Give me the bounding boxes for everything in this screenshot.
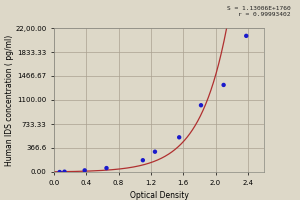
Point	[57, 170, 62, 174]
Text: S = 1.13006E+1760
r = 0.99993402: S = 1.13006E+1760 r = 0.99993402	[227, 6, 291, 17]
X-axis label: Optical Density: Optical Density	[130, 191, 188, 200]
Point	[221, 83, 226, 87]
Point	[153, 150, 158, 153]
Point	[199, 104, 203, 107]
Y-axis label: Human IDS concentration ( pg/ml): Human IDS concentration ( pg/ml)	[5, 34, 14, 166]
Point	[104, 166, 109, 170]
Point	[82, 169, 87, 172]
Point	[140, 159, 145, 162]
Point	[177, 136, 182, 139]
Point	[62, 170, 67, 173]
Point	[244, 34, 249, 37]
